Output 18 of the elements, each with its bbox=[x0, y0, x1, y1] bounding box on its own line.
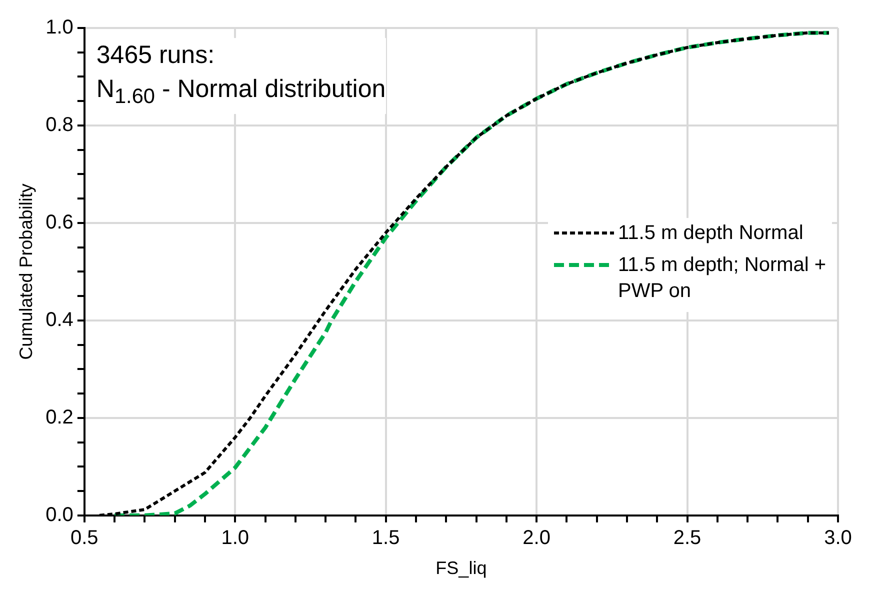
x-axis-title: FS_liq bbox=[436, 558, 487, 578]
x-tick-label: 3.0 bbox=[824, 526, 852, 549]
legend-label: 11.5 m depth Normal bbox=[618, 221, 804, 246]
y-tick-label: 0.2 bbox=[46, 406, 74, 428]
legend-label: 11.5 m depth; Normal + PWP on bbox=[618, 253, 828, 304]
y-tick-label: 0.6 bbox=[46, 211, 74, 234]
x-tick-label: 2.0 bbox=[522, 526, 550, 549]
x-tick-label: 1.0 bbox=[221, 526, 250, 549]
text: 3465 runs: bbox=[96, 40, 216, 71]
text: N$_{1.60}$ - Normal distribution bbox=[96, 74, 386, 110]
y-tick-label: 0.4 bbox=[46, 308, 74, 331]
y-tick-label: 1.0 bbox=[46, 16, 74, 39]
y-tick-label: 0.8 bbox=[46, 114, 74, 136]
y-tick-label: 0.0 bbox=[46, 504, 74, 526]
x-tick-label: 1.5 bbox=[372, 526, 400, 549]
x-tick-label: 0.5 bbox=[70, 526, 98, 549]
x-tick-label: 2.5 bbox=[673, 526, 702, 549]
y-axis-title: Cumulated Probability bbox=[16, 184, 36, 360]
